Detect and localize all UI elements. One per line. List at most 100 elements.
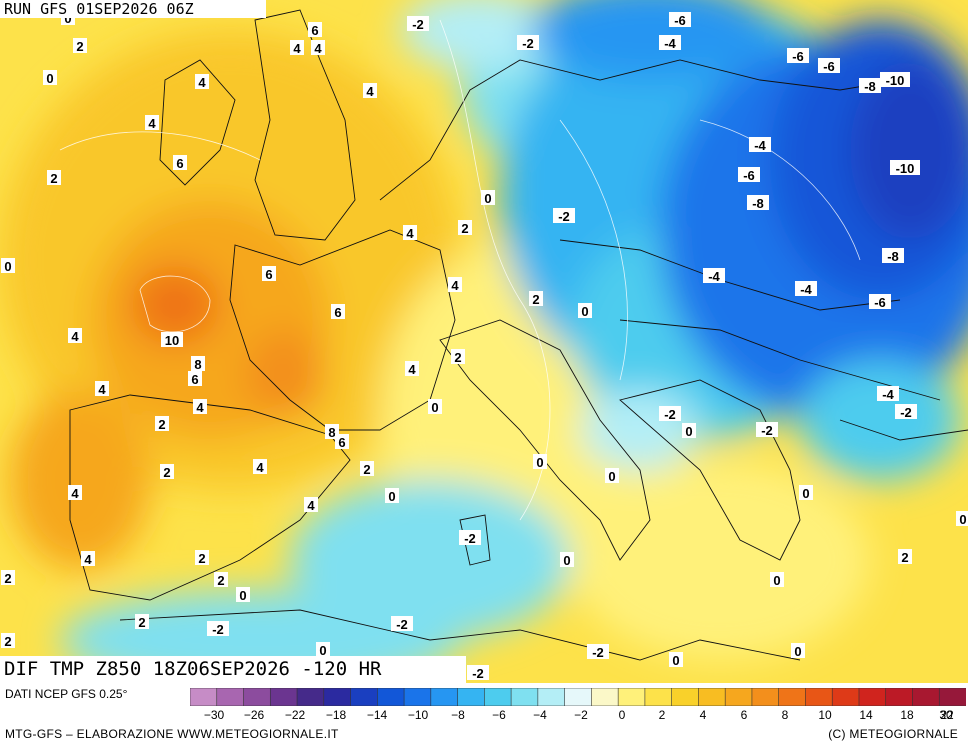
value-label-bg bbox=[747, 195, 769, 210]
map-value-label: 2 bbox=[138, 615, 145, 630]
value-label-bg bbox=[659, 406, 681, 421]
map-value-label: 4 bbox=[148, 116, 156, 131]
value-label-bg bbox=[195, 74, 209, 89]
colorbar-swatch bbox=[644, 688, 673, 706]
map-value-label: 0 bbox=[672, 653, 679, 668]
colorbar-swatch bbox=[323, 688, 352, 706]
value-label-bg bbox=[363, 83, 377, 98]
value-label-bg bbox=[195, 550, 209, 565]
value-label-bg bbox=[214, 572, 228, 587]
map-value-label: 4 bbox=[366, 84, 374, 99]
map-value-label: -4 bbox=[754, 138, 766, 153]
colorbar-swatch bbox=[377, 688, 405, 706]
map-value-label: -2 bbox=[900, 405, 912, 420]
colorbar-tick-labels: −30 −26 −22 −18 −14 −10 −8 −6 −4 −2 0 2 4 6 8 10 14 18 22 3… bbox=[190, 706, 966, 724]
value-label-bg bbox=[405, 361, 419, 376]
colorbar-swatch bbox=[912, 688, 941, 706]
value-label-bg bbox=[290, 40, 304, 55]
value-label-bg bbox=[391, 616, 413, 631]
colorbar-tick-label: 4 bbox=[699, 708, 707, 722]
map-value-label: 4 bbox=[84, 552, 92, 567]
value-label-bg bbox=[160, 464, 174, 479]
value-label-bg bbox=[738, 167, 760, 182]
colorbar-tick-label: 10 bbox=[818, 708, 832, 722]
map-value-label: 0 bbox=[239, 588, 246, 603]
map-value-label: 0 bbox=[431, 400, 438, 415]
value-label-bg bbox=[459, 530, 481, 545]
map-value-label: -6 bbox=[792, 49, 804, 64]
colorbar-tick-label: −10 bbox=[407, 708, 429, 722]
value-label-bg bbox=[553, 208, 575, 223]
colorbar bbox=[190, 688, 966, 706]
value-label-bg bbox=[68, 485, 82, 500]
value-label-bg bbox=[458, 220, 472, 235]
colorbar-swatch bbox=[564, 688, 593, 706]
value-label-bg bbox=[890, 160, 920, 175]
colorbar-tick-label: 8 bbox=[781, 708, 789, 722]
colorbar-swatch bbox=[510, 688, 539, 706]
colorbar-swatch bbox=[751, 688, 780, 706]
value-label-bg bbox=[47, 170, 61, 185]
value-label-bg bbox=[605, 468, 619, 483]
value-label-bg bbox=[467, 665, 489, 680]
credit-left: MTG-GFS – ELABORAZIONE WWW.METEOGIORNALE… bbox=[5, 727, 339, 741]
map-value-label: -2 bbox=[592, 645, 604, 660]
map-value-label: 2 bbox=[4, 634, 11, 649]
value-label-bg bbox=[1, 258, 15, 273]
value-label-bg bbox=[68, 328, 82, 343]
value-label-bg bbox=[791, 643, 805, 658]
map-value-label: 0 bbox=[608, 469, 615, 484]
map-value-label: 4 bbox=[408, 362, 416, 377]
value-label-bg bbox=[448, 277, 462, 292]
map-value-label: 0 bbox=[319, 643, 326, 658]
map-value-label: 0 bbox=[581, 304, 588, 319]
value-label-bg bbox=[161, 332, 183, 347]
map-value-label: 4 bbox=[307, 498, 315, 513]
colorbar-tick-label: −8 bbox=[451, 708, 465, 722]
colorbar-swatch bbox=[778, 688, 807, 706]
map-value-label: 0 bbox=[802, 486, 809, 501]
map-value-label: 4 bbox=[71, 486, 79, 501]
map-value-label: -2 bbox=[396, 617, 408, 632]
value-label-bg bbox=[703, 268, 725, 283]
value-label-bg bbox=[81, 551, 95, 566]
map-value-label: 2 bbox=[363, 462, 370, 477]
colorbar-tick-label: −18 bbox=[325, 708, 347, 722]
value-label-bg bbox=[956, 511, 968, 526]
value-label-bg bbox=[428, 399, 442, 414]
value-label-bg bbox=[311, 40, 325, 55]
colorbar-swatch bbox=[216, 688, 245, 706]
credit-right: (C) METEOGIORNALE bbox=[828, 727, 958, 741]
colorbar-swatch bbox=[296, 688, 325, 706]
value-label-bg bbox=[756, 422, 778, 437]
value-label-bg bbox=[882, 248, 904, 263]
value-label-bg bbox=[145, 115, 159, 130]
map-value-label: -2 bbox=[212, 622, 224, 637]
value-label-bg bbox=[898, 549, 912, 564]
value-label-bg bbox=[895, 404, 917, 419]
map-value-label: 4 bbox=[71, 329, 79, 344]
map-value-label: 10 bbox=[165, 333, 179, 348]
colorbar-swatch bbox=[938, 688, 966, 706]
map-value-label: -2 bbox=[464, 531, 476, 546]
map-value-label: 0 bbox=[773, 573, 780, 588]
map-value-label: 6 bbox=[338, 435, 345, 450]
value-label-bg bbox=[335, 434, 349, 449]
value-label-bg bbox=[795, 281, 817, 296]
value-label-bg bbox=[859, 78, 881, 93]
map-value-label: -2 bbox=[558, 209, 570, 224]
value-label-bg bbox=[770, 572, 784, 587]
map-value-label: -4 bbox=[800, 282, 812, 297]
map-value-label: -2 bbox=[472, 666, 484, 681]
map-value-label: 2 bbox=[461, 221, 468, 236]
value-label-bg bbox=[533, 454, 547, 469]
map-value-label: 0 bbox=[685, 424, 692, 439]
value-label-bg bbox=[529, 291, 543, 306]
value-label-bg bbox=[95, 381, 109, 396]
map-value-label: 2 bbox=[198, 551, 205, 566]
colorbar-tick-label: −14 bbox=[366, 708, 388, 722]
map-value-label: 2 bbox=[532, 292, 539, 307]
map-value-label: 2 bbox=[158, 417, 165, 432]
run-label: RUN GFS 01SEP2026 06Z bbox=[0, 0, 266, 18]
value-label-bg bbox=[173, 155, 187, 170]
